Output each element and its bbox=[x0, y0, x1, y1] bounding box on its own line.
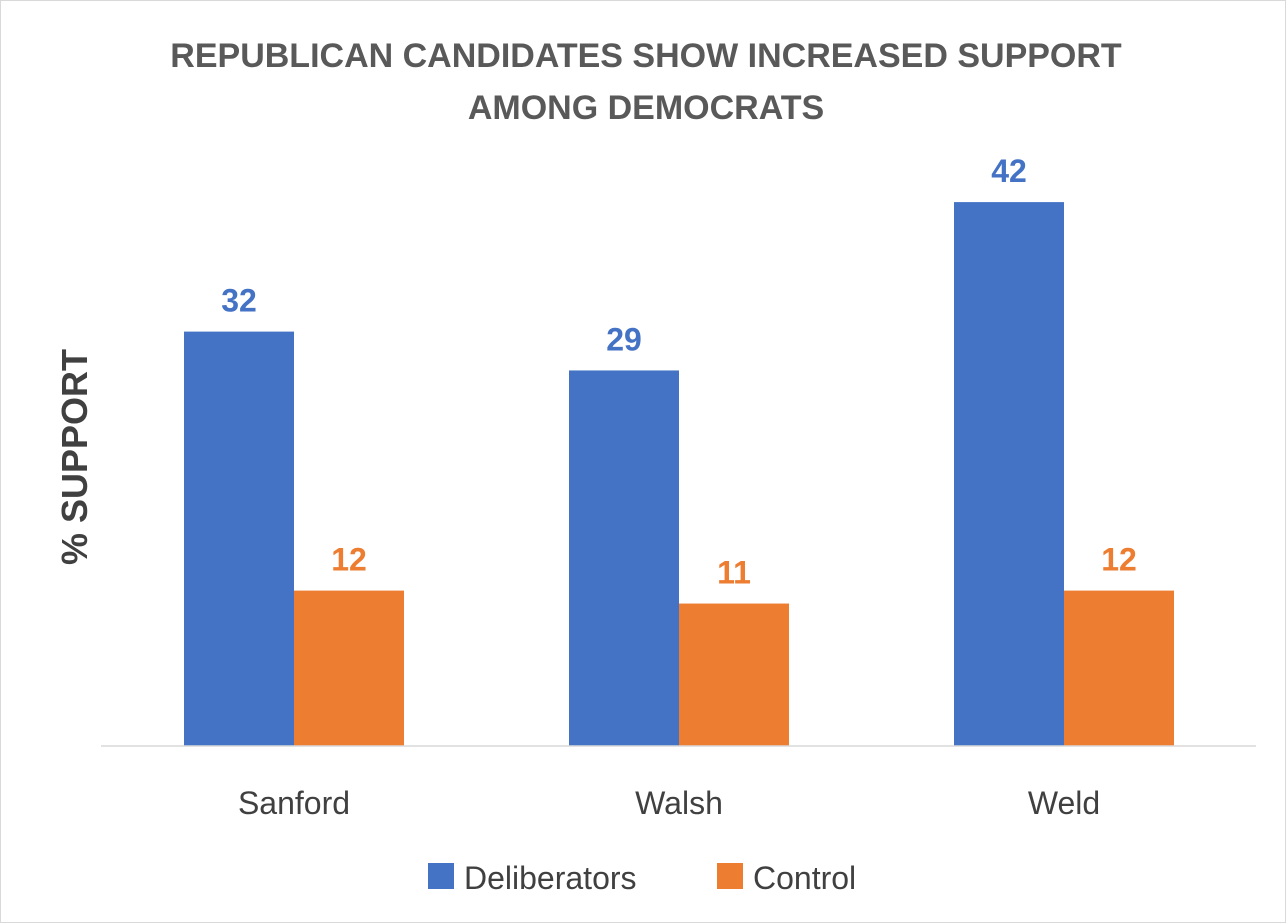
legend: Deliberators Control bbox=[428, 860, 856, 896]
legend-swatch-deliberators bbox=[428, 863, 454, 889]
data-label-deliberators-sanford: 32 bbox=[221, 283, 257, 319]
y-axis-label: % SUPPORT bbox=[54, 349, 95, 565]
chart-title-line-1: REPUBLICAN CANDIDATES SHOW INCREASED SUP… bbox=[170, 37, 1122, 75]
data-label-control-walsh: 11 bbox=[717, 555, 751, 591]
bar-control-sanford bbox=[294, 590, 404, 746]
data-labels-layer: 32 12 29 11 42 12 bbox=[221, 153, 1137, 590]
data-label-control-weld: 12 bbox=[1101, 542, 1137, 578]
bar-deliberators-walsh bbox=[569, 370, 679, 746]
bars-layer bbox=[184, 202, 1174, 747]
legend-label-deliberators: Deliberators bbox=[464, 860, 637, 896]
bar-control-walsh bbox=[679, 603, 789, 746]
legend-label-control: Control bbox=[753, 860, 856, 896]
x-tick-label-sanford: Sanford bbox=[238, 785, 350, 821]
data-label-deliberators-weld: 42 bbox=[991, 153, 1027, 189]
bar-deliberators-weld bbox=[954, 202, 1064, 747]
x-tick-labels: Sanford Walsh Weld bbox=[238, 785, 1100, 821]
x-tick-label-walsh: Walsh bbox=[635, 785, 723, 821]
data-label-control-sanford: 12 bbox=[331, 542, 367, 578]
chart-title-line-2: AMONG DEMOCRATS bbox=[468, 89, 824, 127]
bar-control-weld bbox=[1064, 590, 1174, 746]
data-label-deliberators-walsh: 29 bbox=[606, 321, 642, 357]
legend-swatch-control bbox=[717, 863, 743, 889]
x-tick-label-weld: Weld bbox=[1028, 785, 1100, 821]
bar-deliberators-sanford bbox=[184, 331, 294, 746]
